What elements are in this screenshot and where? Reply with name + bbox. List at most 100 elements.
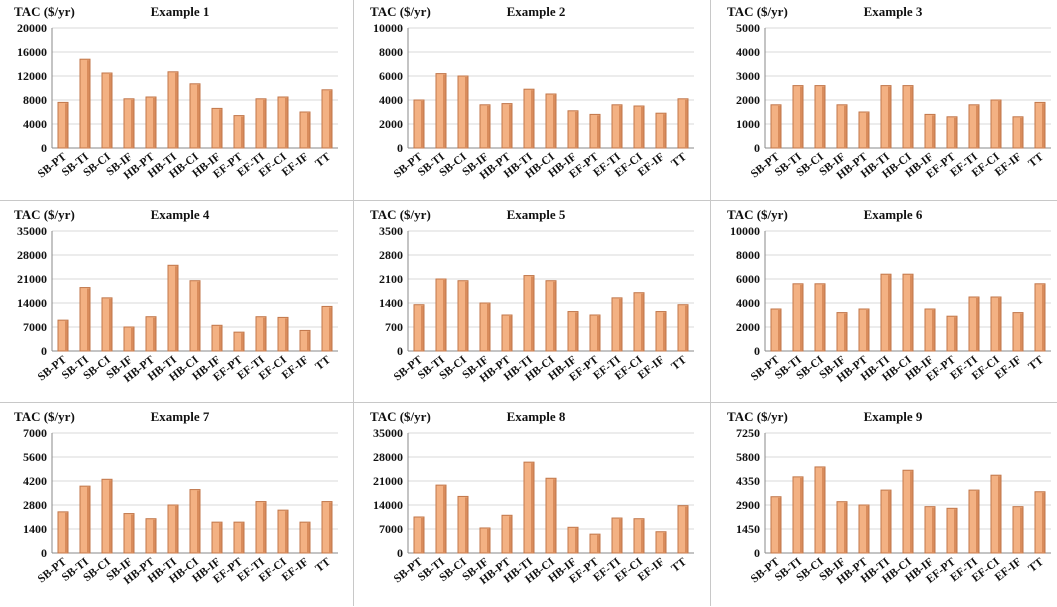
bar <box>523 461 535 554</box>
y-tick-label: 4000 <box>23 117 47 131</box>
x-tick-label: TT <box>1026 556 1046 575</box>
bar <box>858 504 870 554</box>
bar <box>902 273 914 352</box>
bar <box>435 484 447 554</box>
y-tick-label: 2000 <box>379 117 403 131</box>
y-tick-label: 35000 <box>17 224 47 238</box>
bar <box>924 113 936 149</box>
bar <box>545 477 557 554</box>
bar <box>545 280 557 352</box>
y-tick-label: 2100 <box>379 272 403 286</box>
bar <box>968 489 980 554</box>
y-tick-label: 2800 <box>23 498 47 512</box>
bar <box>611 297 623 352</box>
bar <box>655 112 667 149</box>
chart-panel: TAC ($/yr) Example 5 0 700 1400 2100 2800 3500 S… <box>356 203 708 405</box>
bar <box>189 83 201 149</box>
bar <box>255 316 267 352</box>
bar <box>770 308 782 352</box>
bar <box>57 511 69 554</box>
bar <box>211 324 223 352</box>
panel-divider <box>0 200 1057 201</box>
bar <box>836 104 848 149</box>
bar <box>145 316 157 352</box>
bar <box>57 319 69 352</box>
bar <box>435 278 447 352</box>
bar <box>479 104 491 149</box>
y-axis-label: TAC ($/yr) <box>727 4 788 19</box>
bar-chart: 014502900435058007250SB-PTSB-TISB-CISB-I… <box>736 426 1051 587</box>
bar <box>633 292 645 352</box>
y-tick-label: 0 <box>754 141 760 155</box>
bar <box>255 98 267 149</box>
y-tick-label: 8000 <box>736 248 760 262</box>
bar <box>1012 116 1024 149</box>
y-tick-label: 8000 <box>23 93 47 107</box>
bar <box>677 505 689 554</box>
bar <box>123 326 135 352</box>
y-tick-label: 35000 <box>373 426 403 440</box>
bar <box>633 105 645 149</box>
bar <box>145 96 157 149</box>
bar <box>814 466 826 554</box>
bar <box>589 533 601 554</box>
bar <box>1034 491 1046 554</box>
bar <box>501 514 513 554</box>
bar <box>990 474 1002 554</box>
y-tick-label: 1000 <box>736 117 760 131</box>
y-tick-label: 6000 <box>736 272 760 286</box>
bar <box>457 280 469 352</box>
bar <box>792 85 804 149</box>
y-tick-label: 0 <box>397 141 403 155</box>
y-tick-label: 2000 <box>736 320 760 334</box>
y-tick-label: 7250 <box>736 426 760 440</box>
bar <box>413 516 425 554</box>
bar <box>968 104 980 149</box>
bar <box>167 504 179 554</box>
bar <box>501 103 513 149</box>
y-tick-label: 5600 <box>23 450 47 464</box>
x-tick-label: TT <box>313 354 333 373</box>
bar <box>435 73 447 149</box>
bar <box>946 116 958 149</box>
y-tick-label: 0 <box>397 344 403 358</box>
bar <box>189 489 201 554</box>
y-tick-label: 0 <box>754 344 760 358</box>
bar <box>880 273 892 352</box>
bar <box>211 107 223 149</box>
bar <box>677 304 689 352</box>
bar <box>655 311 667 352</box>
bar <box>277 509 289 554</box>
chart-title: Example 8 <box>506 409 566 424</box>
bar <box>1012 506 1024 554</box>
y-tick-label: 3000 <box>736 69 760 83</box>
bar <box>792 476 804 554</box>
x-tick-label: TT <box>669 151 689 170</box>
bar <box>880 489 892 554</box>
chart-title: Example 2 <box>506 4 566 19</box>
y-tick-label: 8000 <box>379 45 403 59</box>
x-tick-label: TT <box>313 556 333 575</box>
chart-panel: TAC ($/yr) Example 2 0 2000 4000 6000 8000 1000… <box>356 0 708 202</box>
chart-panel: TAC ($/yr) Example 1 0 4000 8000 12000 16000 20… <box>0 0 352 202</box>
x-tick-label: TT <box>313 151 333 170</box>
bar <box>299 111 311 149</box>
bar <box>611 517 623 554</box>
bar <box>567 110 579 149</box>
y-tick-label: 10000 <box>373 21 403 35</box>
y-tick-label: 7000 <box>379 522 403 536</box>
y-tick-label: 7000 <box>23 426 47 440</box>
y-axis-label: TAC ($/yr) <box>14 409 75 424</box>
panel-divider <box>353 0 354 606</box>
y-tick-label: 16000 <box>17 45 47 59</box>
y-tick-label: 1400 <box>23 522 47 536</box>
y-tick-label: 1450 <box>736 522 760 536</box>
bar <box>1012 312 1024 352</box>
x-tick-label: TT <box>1026 354 1046 373</box>
bar <box>1034 283 1046 352</box>
bar <box>321 305 333 352</box>
bar <box>79 58 91 149</box>
bar <box>167 264 179 352</box>
y-tick-label: 7000 <box>23 320 47 334</box>
